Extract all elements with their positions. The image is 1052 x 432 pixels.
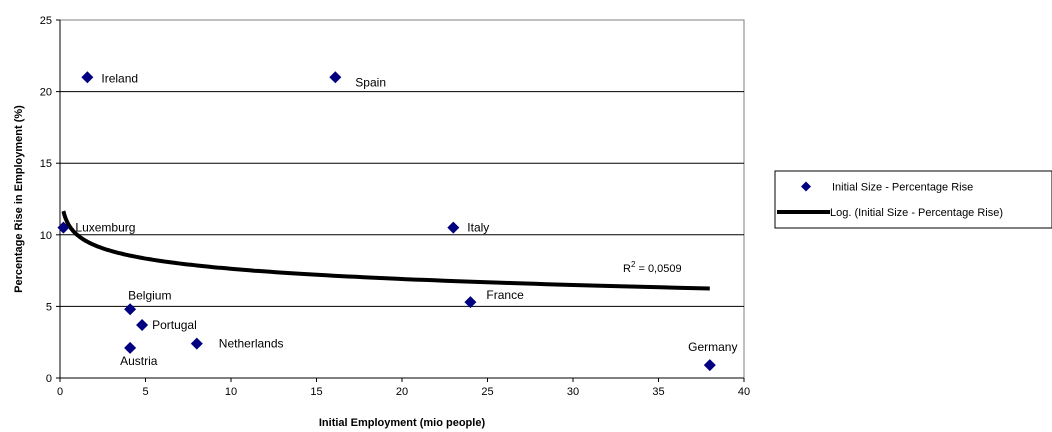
y-axis-title: Percentage Rise in Employment (%): [13, 105, 25, 293]
log-trendline: [61, 210, 710, 291]
y-tick-label: 5: [46, 301, 52, 313]
x-tick-label: 0: [57, 386, 63, 398]
gridlines: [60, 91, 744, 307]
data-point-italy: [447, 221, 460, 234]
y-tick-label: 15: [40, 158, 52, 170]
y-tick-label: 20: [40, 87, 52, 99]
point-label-netherlands: Netherlands: [219, 337, 284, 351]
legend: Initial Size - Percentage Rise Log. (Ini…: [774, 170, 1052, 229]
point-label-portugal: Portugal: [152, 318, 197, 332]
legend-series-2: Log. (Initial Size - Percentage Rise): [830, 207, 1003, 219]
data-point-luxemburg: [57, 221, 70, 234]
data-point-portugal: [136, 319, 149, 332]
x-axis-title: Initial Employment (mio people): [319, 417, 486, 429]
point-label-belgium: Belgium: [128, 288, 171, 302]
data-point-germany: [703, 359, 716, 372]
point-label-spain: Spain: [355, 75, 386, 89]
x-tick-label: 15: [310, 386, 322, 398]
data-point-belgium: [124, 303, 137, 316]
x-tick-label: 10: [225, 386, 237, 398]
y-axis-ticks: 0 5 10 15 20 25: [40, 15, 60, 385]
x-tick-label: 30: [567, 386, 579, 398]
x-tick-label: 25: [481, 386, 493, 398]
y-tick-label: 25: [40, 15, 52, 27]
legend-box: [774, 170, 1052, 229]
legend-diamond-marker: [801, 181, 811, 192]
point-label-ireland: Ireland: [101, 71, 138, 85]
point-label-luxemburg: Luxemburg: [75, 221, 135, 235]
y-tick-label: 0: [46, 373, 52, 385]
data-point-netherlands: [190, 337, 203, 350]
legend-series-1: Initial Size - Percentage Rise: [832, 182, 973, 194]
point-label-france: France: [486, 288, 524, 302]
plot-area: [59, 19, 745, 379]
x-axis-ticks: 0 5 10 15 20 25 30 35 40: [57, 378, 750, 398]
point-label-germany: Germany: [688, 340, 737, 354]
x-tick-label: 5: [142, 386, 148, 398]
data-points: [57, 71, 716, 372]
x-tick-label: 20: [396, 386, 408, 398]
data-point-spain: [329, 71, 342, 84]
r-squared-annotation: R2 = 0,0509: [623, 260, 682, 275]
point-label-italy: Italy: [467, 221, 489, 235]
y-tick-label: 10: [40, 230, 52, 242]
x-tick-label: 35: [652, 386, 664, 398]
data-point-austria: [124, 341, 137, 354]
data-point-france: [464, 296, 477, 309]
point-labels: Ireland Spain Luxemburg Italy Belgium Portuga…: [75, 71, 737, 368]
data-point-ireland: [81, 71, 94, 84]
point-label-austria: Austria: [120, 354, 158, 368]
x-tick-label: 40: [738, 386, 750, 398]
